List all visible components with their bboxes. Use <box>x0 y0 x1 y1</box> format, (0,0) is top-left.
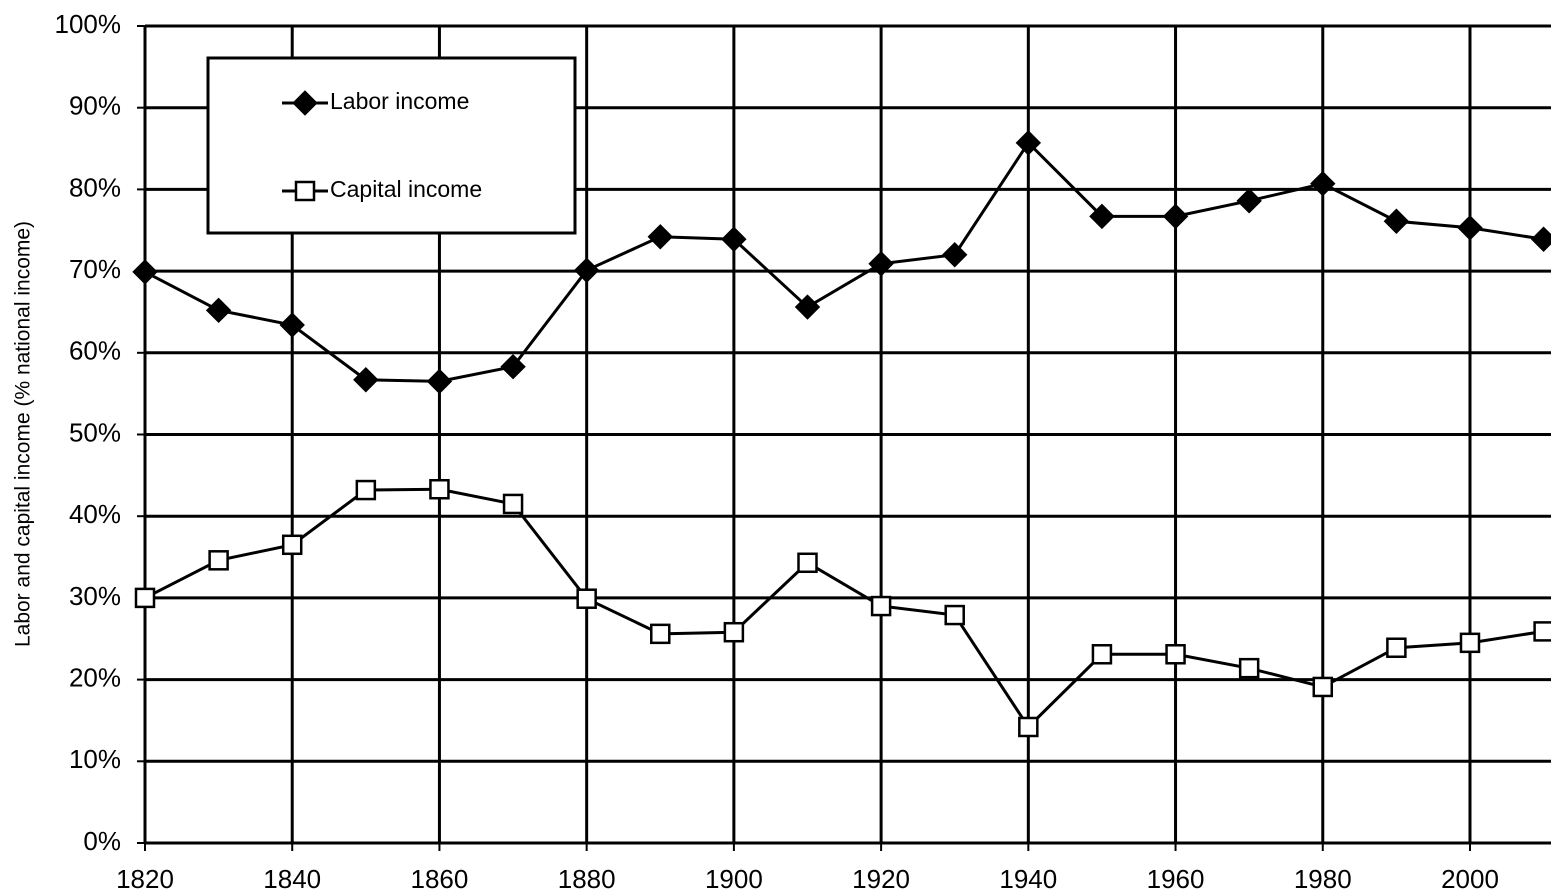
point <box>1386 637 1407 658</box>
point <box>500 353 526 380</box>
point <box>870 595 892 617</box>
x-tick-label: 1880 <box>558 864 616 894</box>
point <box>721 226 747 252</box>
legend-label: Labor income <box>330 88 469 114</box>
y-tick-label: 50% <box>69 417 121 447</box>
point <box>205 297 232 324</box>
y-tick-label: 40% <box>69 499 121 529</box>
y-tick-label: 10% <box>69 744 121 774</box>
x-tick-label: 1920 <box>852 864 910 894</box>
y-tick-label: 0% <box>83 826 121 856</box>
point <box>1089 203 1115 230</box>
point <box>944 604 965 626</box>
point <box>355 479 377 501</box>
point <box>1310 170 1336 197</box>
x-tick-label: 1980 <box>1294 864 1352 894</box>
point <box>797 552 818 574</box>
point <box>281 534 303 556</box>
y-tick-label: 20% <box>69 662 121 692</box>
y-tick-label: 60% <box>69 336 121 366</box>
x-tick-label: 1840 <box>263 864 321 894</box>
point <box>1457 215 1483 241</box>
y-tick-label: 90% <box>69 91 121 121</box>
point <box>647 224 673 250</box>
point <box>573 257 600 283</box>
y-tick-label: 100% <box>55 9 122 39</box>
x-tick-label: 1940 <box>999 864 1057 894</box>
point <box>868 251 894 277</box>
x-tick-label: 1820 <box>116 864 174 894</box>
x-tick-label: 1860 <box>411 864 469 894</box>
y-tick-label: 70% <box>69 254 121 284</box>
point <box>1091 644 1113 665</box>
point <box>132 259 158 285</box>
point <box>1162 203 1189 230</box>
point <box>1238 657 1260 679</box>
x-tick-label: 2000 <box>1441 864 1499 894</box>
point <box>208 550 229 571</box>
point <box>650 623 671 645</box>
point <box>1312 676 1334 698</box>
x-tick-label: 1900 <box>705 864 763 894</box>
y-tick-label: 30% <box>69 581 121 611</box>
point <box>1533 621 1551 642</box>
series-line <box>144 487 1544 730</box>
point <box>279 312 305 338</box>
legend-marker <box>294 180 316 202</box>
y-tick-label: 80% <box>69 172 121 202</box>
x-tick-label: 1960 <box>1147 864 1205 894</box>
y-axis-label: Labor and capital income (% national inc… <box>12 221 35 647</box>
legend-label: Capital income <box>330 176 482 202</box>
point <box>1015 130 1042 156</box>
point <box>353 367 379 393</box>
point <box>1383 208 1410 234</box>
point <box>429 478 450 500</box>
point <box>1236 188 1262 214</box>
point <box>1530 226 1551 252</box>
point <box>576 588 597 609</box>
point <box>723 621 745 643</box>
point <box>426 368 453 395</box>
legend-marker <box>292 90 318 116</box>
point <box>942 242 968 268</box>
point <box>1018 716 1039 738</box>
point <box>134 587 156 609</box>
point <box>1165 644 1186 665</box>
point <box>1459 632 1481 654</box>
point <box>502 493 524 515</box>
point <box>794 294 821 320</box>
legend-box <box>206 56 577 235</box>
